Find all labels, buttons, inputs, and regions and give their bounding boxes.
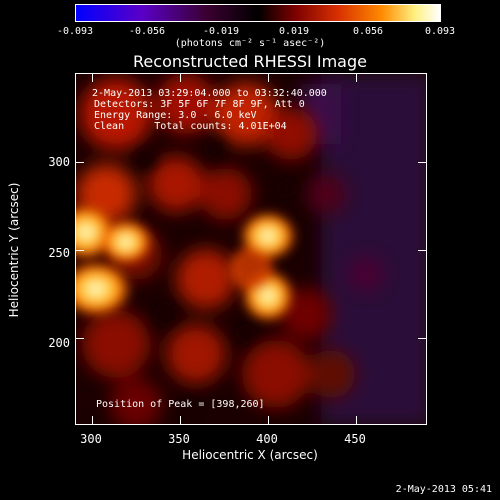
y-tick-label: 300 xyxy=(48,155,70,169)
x-tick-label: 350 xyxy=(168,432,190,446)
image-title: Reconstructed RHESSI Image xyxy=(133,52,367,71)
info-clean-counts: Clean Total counts: 4.01E+04 xyxy=(94,121,287,132)
rhessi-image: 2-May-2013 03:29:04.000 to 03:32:40.000 … xyxy=(75,73,427,425)
y-axis-label: Heliocentric Y (arcsec) xyxy=(7,182,21,318)
colorbar-tick: -0.093 xyxy=(56,26,94,37)
colorbar-tick: 0.056 xyxy=(352,26,384,37)
x-tick-label: 400 xyxy=(256,432,278,446)
footer-timestamp: 2-May-2013 05:41 xyxy=(395,484,492,495)
info-time-range: 2-May-2013 03:29:04.000 to 03:32:40.000 xyxy=(86,88,327,99)
colorbar-tick: -0.056 xyxy=(128,26,166,37)
colorbar xyxy=(75,4,441,22)
y-tick-label: 200 xyxy=(48,336,70,350)
colorbar-tick: 0.093 xyxy=(424,26,456,37)
colorbar-gradient xyxy=(76,5,440,21)
colorbar-units: (photons cm⁻² s⁻¹ asec⁻²) xyxy=(174,38,326,49)
info-detectors: Detectors: 3F 5F 6F 7F 8F 9F, Att 0 xyxy=(94,99,305,110)
info-energy-range: Energy Range: 3.0 - 6.0 keV xyxy=(94,110,257,121)
colorbar-tick: -0.019 xyxy=(202,26,240,37)
y-tick-label: 250 xyxy=(48,246,70,260)
colorbar-tick: 0.019 xyxy=(278,26,310,37)
peak-position: Position of Peak = [398,260] xyxy=(96,399,265,410)
x-tick-label: 300 xyxy=(80,432,102,446)
x-tick-label: 450 xyxy=(344,432,366,446)
image-map xyxy=(76,74,426,424)
x-axis-label: Heliocentric X (arcsec) xyxy=(182,448,318,462)
